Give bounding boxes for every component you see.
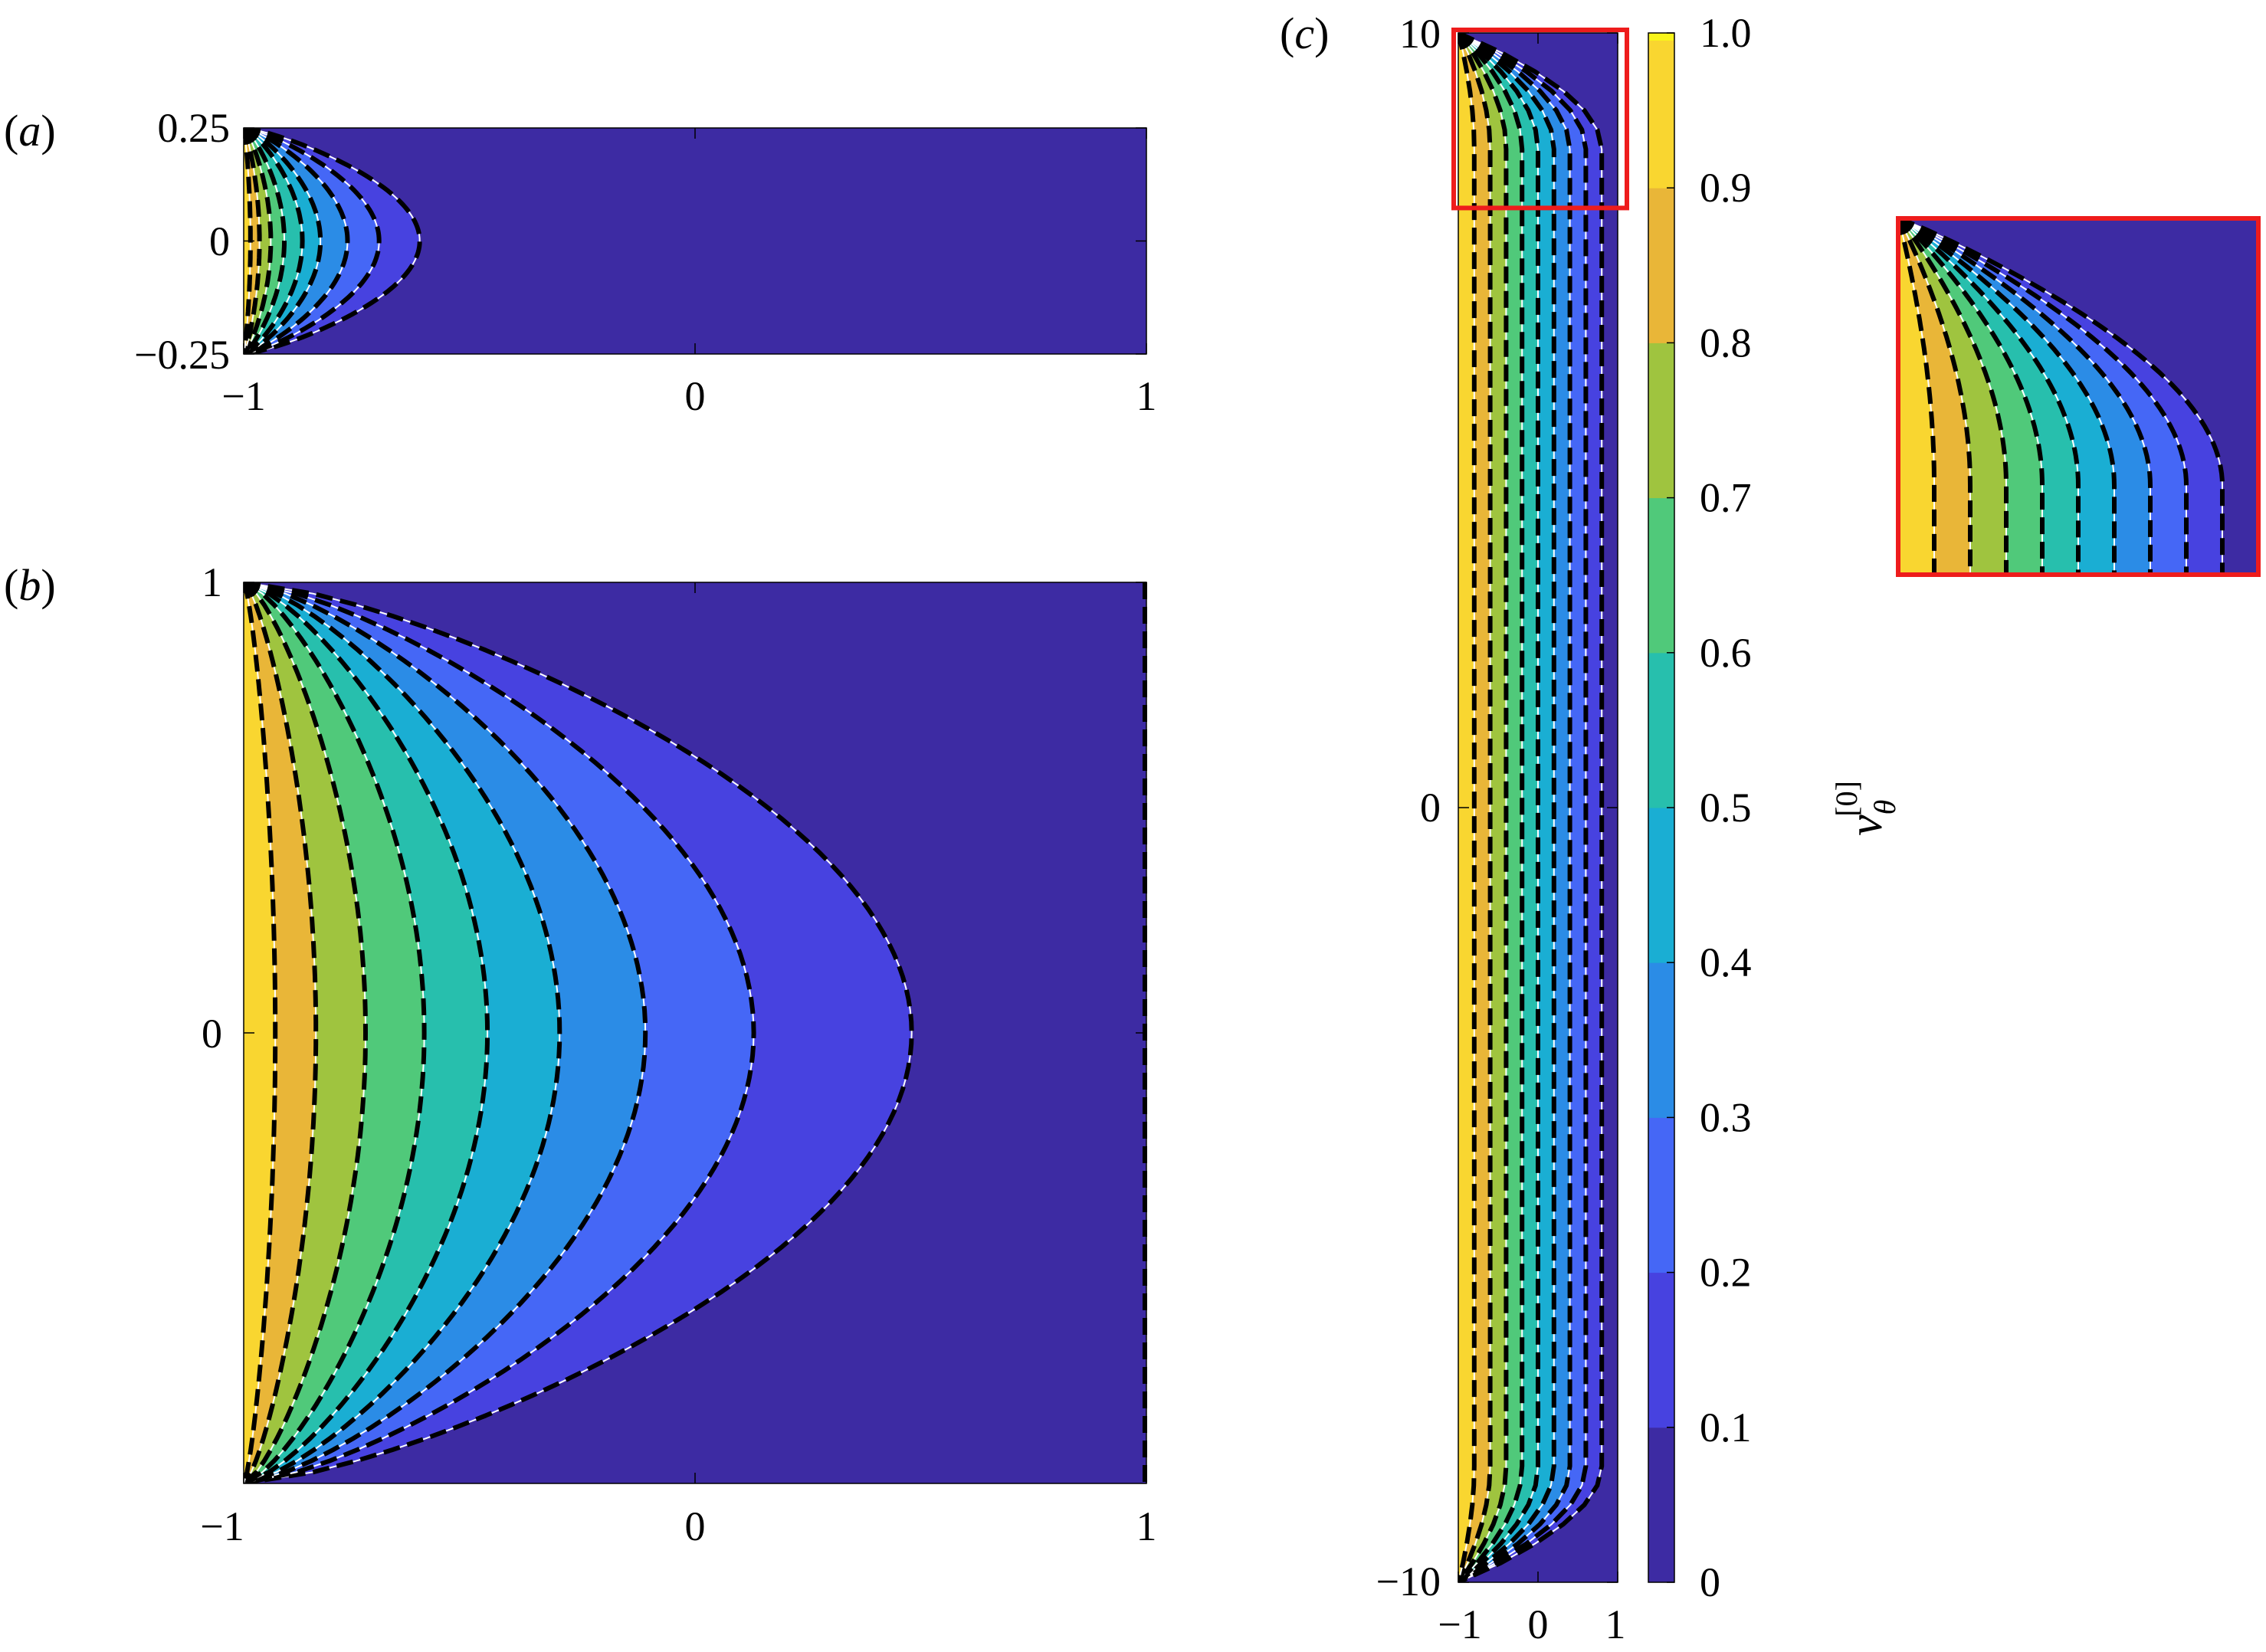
colorbar-band-6 xyxy=(1648,497,1674,654)
colorbar-tick-label-7: 0.3 xyxy=(1700,1094,1752,1140)
panel-c-contour-dashed-4 xyxy=(1458,33,1556,1582)
panel-c-contour-dashed-1 xyxy=(1458,33,1605,1582)
panel-b-plot xyxy=(243,582,1147,1484)
colorbar-tick-label-3: 0.7 xyxy=(1700,475,1752,521)
panel-b-ytick-top: 1 xyxy=(202,559,222,605)
colorbar-band-3 xyxy=(1648,962,1674,1118)
panel-a-contour-dashed-8 xyxy=(244,128,262,354)
panel-b-xtick-left: −1 xyxy=(200,1503,244,1549)
panel-c-contour-solid-5 xyxy=(1458,33,1539,1582)
panel-a-contour-dashed-2 xyxy=(244,128,382,354)
zoom-inset xyxy=(1896,216,2261,577)
zoom-inset-contour-dashed-9 xyxy=(1898,218,1936,575)
panel-a-contour-dashed-4 xyxy=(244,128,323,354)
colorbar-band-4 xyxy=(1648,808,1674,963)
panel-a-ytick-top: 0.25 xyxy=(158,105,231,151)
panel-a-xtick-left: −1 xyxy=(221,373,265,419)
panel-a-contour-dashed-1 xyxy=(244,128,422,354)
colorbar-band-2 xyxy=(1648,1117,1674,1273)
panel-c-ytick-bottom: −10 xyxy=(1376,1559,1441,1604)
panel-c-contour-dashed-6 xyxy=(1458,33,1525,1582)
panel-c-zoom-highlight xyxy=(1451,28,1629,211)
panel-b-contour-dashed-9 xyxy=(244,582,278,1483)
colorbar-tick-label-0: 1.0 xyxy=(1700,10,1752,56)
panel-c-ytick-mid: 0 xyxy=(1420,785,1441,831)
panel-c-contour-dashed-7 xyxy=(1458,33,1509,1582)
panel-c-contour-dashed-3 xyxy=(1458,33,1572,1582)
svg-text:vθ[0]: vθ[0] xyxy=(1829,781,1902,836)
panel-b-contour-dashed-6 xyxy=(244,582,427,1483)
colorbar-tick-label-9: 0.1 xyxy=(1700,1405,1752,1450)
panel-b-ytick-mid: 0 xyxy=(202,1011,222,1057)
panel-a-plot xyxy=(243,127,1147,355)
zoom-inset-frame xyxy=(1896,216,2261,577)
panel-b: (b) 1 0 −1 0 1 xyxy=(4,559,1157,1549)
panel-a: (a) 0.25 0 −0.25 −1 0 1 xyxy=(4,105,1157,419)
panel-b-label: (b) xyxy=(4,560,56,610)
panel-b-contour-dashed-8 xyxy=(244,582,319,1483)
zoom-inset-band-9 xyxy=(1898,218,1934,575)
colorbar-tick-label-10: 0 xyxy=(1700,1559,1720,1605)
panel-c-xtick-left: −1 xyxy=(1438,1601,1481,1647)
colorbar-band-0 xyxy=(1648,1427,1674,1583)
panel-a-ytick-bottom: −0.25 xyxy=(134,332,230,378)
panel-c-contour-dashed-2 xyxy=(1458,33,1589,1582)
panel-a-xtick-mid: 0 xyxy=(685,373,706,419)
panel-b-contour-dashed-4 xyxy=(244,582,562,1483)
colorbar-tick-label-4: 0.6 xyxy=(1700,630,1752,676)
panel-a-contour-dashed-5 xyxy=(244,128,305,354)
zoom-inset-contour-dashed-6 xyxy=(1898,218,2045,575)
zoom-inset-contour-dashed-1 xyxy=(1898,218,2225,575)
panel-c-contour-dashed-9 xyxy=(1458,33,1477,1582)
zoom-inset-contour-dashed-2 xyxy=(1898,218,2189,575)
panel-c-contour-solid-8 xyxy=(1458,33,1491,1582)
panel-b-xtick-right: 1 xyxy=(1136,1503,1157,1549)
panel-b-contour-dashed-3 xyxy=(244,582,648,1483)
panel-a-ytick-mid: 0 xyxy=(209,218,230,264)
panel-c-label: (c) xyxy=(1280,8,1329,58)
panel-a-contour-dashed-7 xyxy=(244,128,274,354)
zoom-inset-contour-dashed-3 xyxy=(1898,218,2153,575)
colorbar-tick-label-6: 0.4 xyxy=(1700,939,1752,985)
panel-c-xtick-mid: 0 xyxy=(1528,1601,1549,1647)
panel-a-label: (a) xyxy=(4,106,56,156)
panel-a-contour-dashed-3 xyxy=(244,128,350,354)
colorbar-band-1 xyxy=(1648,1272,1674,1428)
colorbar-top-strip xyxy=(1648,33,1674,41)
colorbar-title: vθ[0] xyxy=(1829,781,1902,836)
panel-a-contour-dashed-6 xyxy=(244,128,287,354)
zoom-inset-contour-dashed-4 xyxy=(1898,218,2117,575)
colorbar-band-5 xyxy=(1648,652,1674,808)
colorbar-band-9 xyxy=(1648,33,1674,188)
colorbar-band-7 xyxy=(1648,343,1674,499)
zoom-inset-contour-dashed-8 xyxy=(1898,218,1973,575)
panel-c-ytick-top: 10 xyxy=(1399,11,1441,57)
panel-b-contour-dashed-7 xyxy=(244,582,369,1483)
panel-a-xtick-right: 1 xyxy=(1136,373,1157,419)
panel-b-xtick-mid: 0 xyxy=(685,1503,706,1549)
panel-c-plot xyxy=(1451,28,1629,1583)
colorbar-tick-label-5: 0.5 xyxy=(1700,785,1752,831)
zoom-inset-contour-solid-5 xyxy=(1898,218,2079,575)
colorbar: 1.0 0.9 0.8 0.7 0.6 0.5 0.4 0.3 0.2 0.1 0 xyxy=(1648,10,1752,1605)
panel-c: (c) 10 0 −10 −1 0 1 xyxy=(1280,8,1629,1647)
colorbar-tick-label-1: 0.9 xyxy=(1700,165,1752,211)
zoom-inset-contour-dashed-7 xyxy=(1898,218,2009,575)
panel-c-xtick-right: 1 xyxy=(1605,1601,1626,1647)
colorbar-tick-label-2: 0.8 xyxy=(1700,320,1752,365)
panel-b-contour-dashed-1 xyxy=(244,582,914,1483)
colorbar-tick-label-8: 0.2 xyxy=(1700,1250,1752,1296)
panel-b-contour-solid-5 xyxy=(244,582,489,1483)
colorbar-band-8 xyxy=(1648,188,1674,343)
panel-b-contour-dashed-2 xyxy=(244,582,756,1483)
